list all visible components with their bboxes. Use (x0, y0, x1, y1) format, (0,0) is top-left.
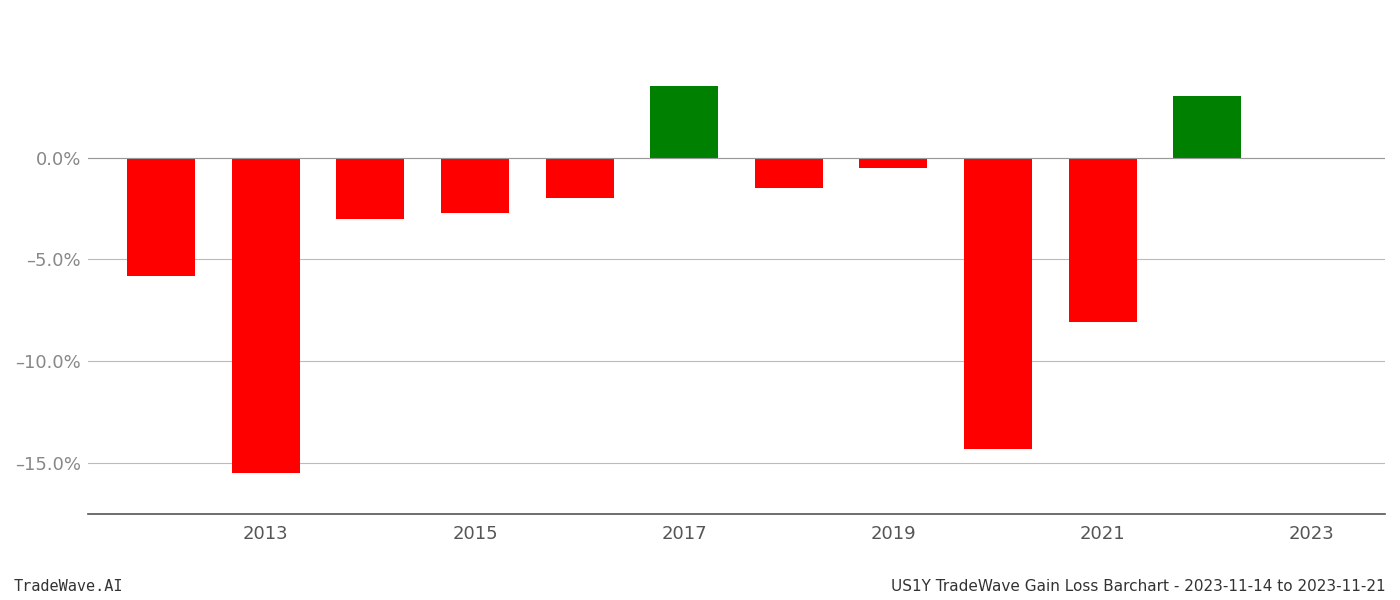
Bar (546, 158, 613, 198)
Bar (1068, 158, 1137, 322)
Bar (127, 158, 195, 275)
Bar (965, 158, 1032, 449)
Bar (860, 158, 927, 168)
Bar (336, 158, 405, 218)
Text: TradeWave.AI: TradeWave.AI (14, 579, 123, 594)
Bar (232, 158, 300, 473)
Bar (650, 86, 718, 158)
Bar (441, 158, 510, 212)
Bar (1173, 97, 1242, 158)
Bar (755, 158, 823, 188)
Text: US1Y TradeWave Gain Loss Barchart - 2023-11-14 to 2023-11-21: US1Y TradeWave Gain Loss Barchart - 2023… (892, 579, 1386, 594)
